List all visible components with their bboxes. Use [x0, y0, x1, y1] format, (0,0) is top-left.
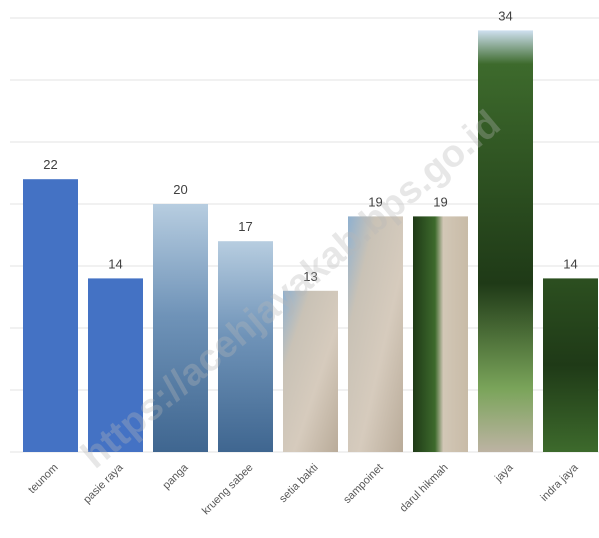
data-label: 34: [498, 8, 512, 23]
tick-label: indra jaya: [538, 461, 581, 504]
tick-label: krueng sabee: [200, 462, 256, 518]
bar-panga: [153, 204, 208, 452]
tick-label: sampoinet: [341, 462, 385, 506]
data-label: 17: [238, 219, 252, 234]
data-label: 19: [368, 194, 382, 209]
data-label: 14: [563, 256, 577, 271]
data-label: 20: [173, 182, 187, 197]
bar-teunom: [23, 179, 78, 452]
tick-label: teunom: [26, 462, 60, 496]
data-label: 19: [433, 194, 447, 209]
tick-label: darul hikmah: [398, 462, 451, 515]
bar-darul-hikmah: [413, 216, 468, 452]
value-labels: 22 14 20 17 13 19 19 34 14: [43, 8, 577, 283]
tick-label: setia bakti: [277, 462, 321, 506]
bar-setia-bakti: [283, 290, 338, 452]
data-label: 13: [303, 269, 317, 284]
data-label: 14: [108, 256, 122, 271]
bar-pasie-raya: [88, 278, 143, 452]
bar-sampoinet: [348, 216, 403, 452]
tick-label: jaya: [492, 461, 516, 485]
data-label: 22: [43, 157, 57, 172]
bar-indra-jaya: [543, 278, 598, 452]
bar-jaya: [478, 30, 533, 453]
bars: [23, 30, 598, 453]
bar-krueng-sabee: [218, 241, 273, 452]
tick-label: panga: [161, 461, 192, 492]
